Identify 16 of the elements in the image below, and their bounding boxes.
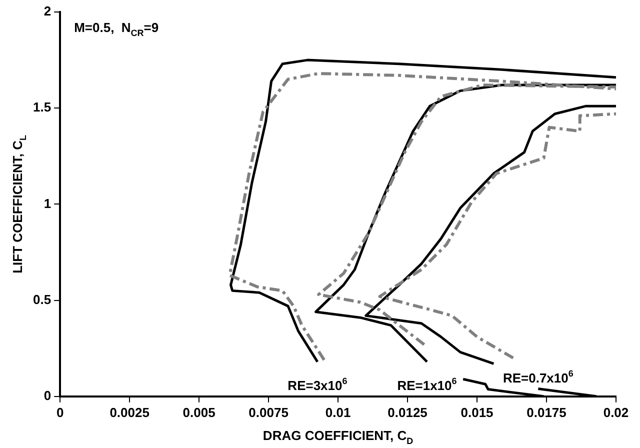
y-tick-label: 0 [44, 388, 52, 403]
y-tick-label: 0.5 [32, 292, 52, 307]
x-tick-label: 0.0175 [526, 404, 566, 420]
x-tick-label: 0.015 [460, 404, 494, 420]
x-tick-label: 0.01 [325, 404, 351, 420]
y-tick-label: 1 [44, 196, 52, 211]
x-tick-label: 0.02 [603, 404, 629, 420]
x-tick-label: 0.0075 [248, 404, 288, 420]
x-tick-label: 0.0125 [388, 404, 428, 420]
x-tick-label: 0.005 [182, 404, 216, 420]
line-series [378, 112, 616, 360]
y-axis-title: LIFT COEFFICIENT, CL [10, 134, 28, 274]
y-tick-label: 2 [44, 4, 52, 19]
y-tick-label: 1.5 [32, 100, 52, 115]
x-tick-label: 0 [56, 404, 64, 420]
x-tick-label: 0.0025 [110, 404, 150, 420]
